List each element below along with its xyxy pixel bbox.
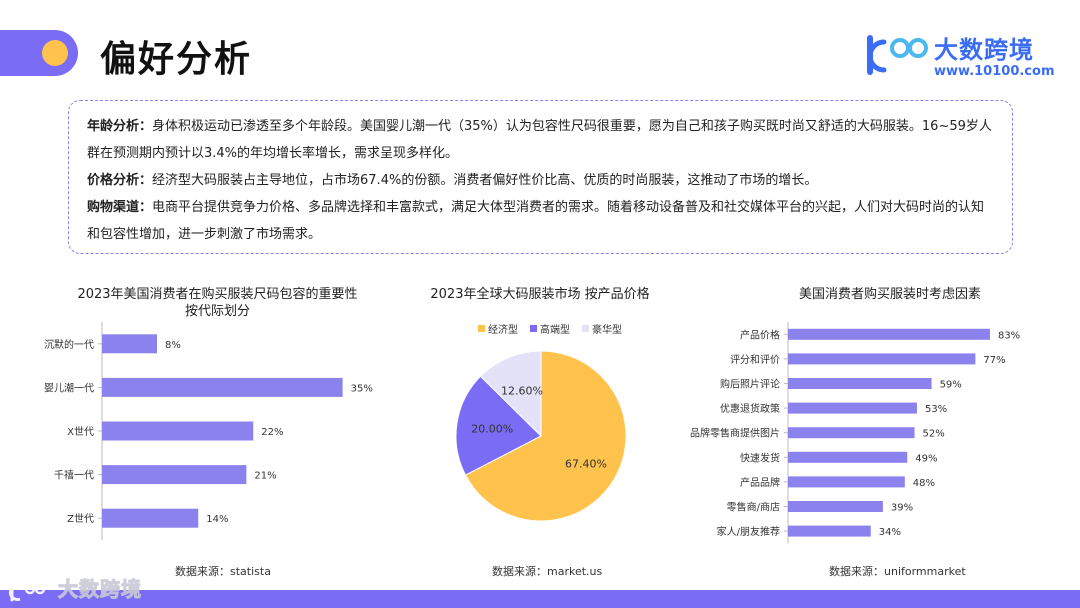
bar	[788, 328, 990, 340]
slice-label: 20.00%	[471, 423, 513, 436]
category-label: Z世代	[67, 513, 94, 525]
chart2-title: 2023年全球大码服装市场 按产品价格	[430, 287, 650, 302]
bar	[788, 353, 976, 365]
category-label: 品牌零售商提供图片	[690, 427, 780, 440]
data-label: 14%	[206, 514, 228, 525]
bar	[788, 378, 932, 389]
data-label: 8%	[165, 340, 181, 351]
analysis-box: 年龄分析：身体积极运动已渗透至多个年龄段。美国婴儿潮一代（35%）认为包容性尺码…	[68, 100, 1013, 254]
analysis-channel: 购物渠道：电商平台提供竞争力价格、多品牌选择和丰富款式，满足大体型消费者的需求。…	[87, 194, 994, 248]
chart2-source: 数据来源：market.us	[492, 565, 603, 578]
category-label: 沉默的一代	[44, 338, 94, 351]
bar	[788, 476, 905, 488]
bar	[102, 421, 254, 441]
chart3-factors-bar: 产品价格 83% 评分和评价 77% 购后照片评论 59% 优惠退货政策 53% 品牌零售商提供…	[690, 322, 1020, 544]
category-label: 快速发货	[740, 451, 780, 464]
analysis-key: 年龄分析：	[87, 119, 153, 134]
chart3-source: 数据来源：uniformmarket	[829, 565, 966, 578]
watermark-brand: 大数跨境	[57, 577, 142, 602]
chart1-source: 数据来源：statista	[175, 565, 271, 578]
legend-swatch	[478, 325, 485, 332]
watermark-logo: 大数跨境	[8, 573, 142, 602]
pie-slice	[455, 375, 542, 476]
legend-swatch	[530, 325, 537, 332]
category-label: 家人/朋友推荐	[717, 525, 780, 538]
bar	[102, 334, 157, 354]
bar	[788, 451, 908, 463]
bar	[102, 377, 343, 397]
analysis-key: 购物渠道：	[87, 200, 153, 215]
chart1-title: 2023年美国消费者在购买服装尺码包容的重要性 按代际划分	[40, 286, 395, 320]
data-label: 48%	[913, 478, 935, 489]
category-label: 婴儿潮一代	[44, 381, 94, 394]
slice-label: 67.40%	[565, 457, 607, 470]
analysis-text: 经济型大码服装占主导地位，占市场67.4%的份额。消费者偏好性价比高、优质的时尚…	[152, 173, 818, 188]
analysis-age: 年龄分析：身体积极运动已渗透至多个年龄段。美国婴儿潮一代（35%）认为包容性尺码…	[87, 113, 994, 167]
page-title: 偏好分析	[100, 39, 253, 80]
legend-label: 高端型	[540, 323, 570, 336]
bar	[788, 501, 883, 512]
bar	[788, 525, 871, 537]
header-dot	[42, 40, 68, 66]
bar	[788, 427, 915, 439]
category-label: 评分和评价	[730, 354, 780, 366]
chart1-title-line: 2023年美国消费者在购买服装尺码包容的重要性	[77, 287, 358, 302]
slice-label: 12.60%	[501, 385, 543, 398]
category-label: 零售商/商店	[727, 501, 780, 514]
data-label: 59%	[940, 380, 962, 391]
analysis-text: 身体积极运动已渗透至多个年龄段。美国婴儿潮一代（35%）认为包容性尺码很重要，愿…	[87, 119, 992, 161]
analysis-text: 电商平台提供竞争力价格、多品牌选择和丰富款式，满足大体型消费者的需求。随着移动设…	[87, 200, 985, 242]
data-label: 52%	[923, 429, 945, 440]
data-label: 77%	[983, 355, 1005, 366]
bar	[102, 465, 247, 485]
logo-url: www.10100.com	[934, 64, 1055, 79]
data-label: 83%	[998, 330, 1020, 341]
data-label: 34%	[879, 527, 901, 538]
legend-swatch	[582, 325, 589, 332]
category-label: 优惠退货政策	[720, 402, 780, 415]
legend-label: 豪华型	[592, 323, 622, 336]
analysis-price: 价格分析：经济型大码服装占主导地位，占市场67.4%的份额。消费者偏好性价比高、…	[87, 167, 994, 194]
data-label: 39%	[891, 503, 913, 514]
footer-bar	[0, 590, 1080, 608]
category-label: 千禧一代	[54, 469, 94, 482]
data-label: 53%	[925, 404, 947, 415]
data-label: 49%	[915, 453, 937, 464]
data-label: 22%	[261, 427, 283, 438]
category-label: 购后照片评论	[720, 378, 780, 391]
pie-slice	[479, 350, 542, 438]
data-label: 35%	[351, 383, 373, 394]
legend-label: 经济型	[488, 323, 518, 336]
chart3-title: 美国消费者购买服装时考虑因素	[798, 287, 981, 302]
chart2-price-pie: 经济型 高端型 豪华型 67.40% 20.00% 12.60%	[455, 323, 627, 522]
pie-slice	[464, 350, 627, 522]
chart1-generation-bar: 沉默的一代 8% 婴儿潮一代 35% X世代 22% 千禧一代 21% Z世代 14%	[44, 322, 373, 540]
bar	[102, 508, 199, 528]
bar	[788, 402, 917, 414]
logo-icon	[867, 35, 928, 75]
watermark-icon	[8, 582, 46, 601]
analysis-key: 价格分析：	[87, 173, 153, 188]
logo-brand-text: 大数跨境	[934, 36, 1034, 64]
category-label: 产品价格	[740, 328, 780, 341]
chart1-subtitle: 按代际划分	[184, 304, 250, 319]
category-label: X世代	[67, 426, 94, 438]
data-label: 21%	[254, 471, 276, 482]
category-label: 产品品牌	[740, 476, 780, 489]
brand-logo[interactable]: 大数跨境 www.10100.com	[862, 28, 1062, 84]
